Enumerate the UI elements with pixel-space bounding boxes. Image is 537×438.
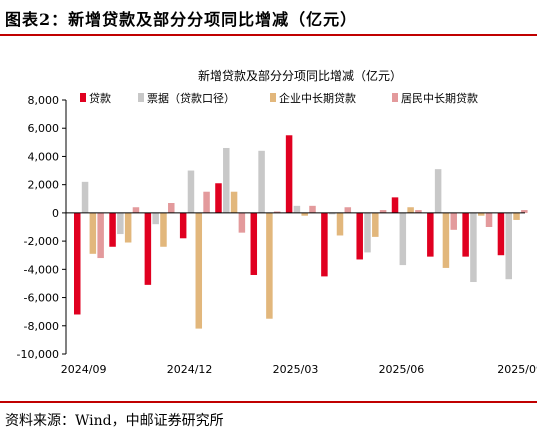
legend-label: 企业中长期贷款 (279, 91, 356, 105)
bar-loans (462, 212, 469, 257)
bar-corp-long (266, 212, 273, 319)
bar-bills (470, 212, 477, 283)
bar-corp-long (195, 212, 203, 329)
bar-bills (293, 205, 301, 213)
legend-swatch-corp-long (270, 93, 276, 102)
bar-loans (427, 212, 434, 257)
legend-label: 居民中长期贷款 (401, 91, 478, 105)
bar-household-long (273, 211, 281, 213)
y-tick-label: -4,000 (24, 263, 59, 276)
bar-corp-long (160, 212, 167, 247)
y-tick-label: -8,000 (24, 320, 59, 333)
bar-household-long (450, 212, 457, 230)
bar-household-long (168, 203, 175, 213)
bar-bills (399, 212, 407, 266)
legend-label: 贷款 (89, 91, 111, 105)
bar-corp-long (372, 212, 379, 237)
bar-corp-long (477, 212, 485, 216)
bar-bills (364, 212, 371, 253)
source-note: 资料来源：Wind，中邮证券研究所 (5, 413, 224, 429)
legend-swatch-bills (138, 93, 144, 102)
bar-household-long (344, 207, 352, 213)
y-tick-label: 4,000 (28, 150, 60, 163)
bar-loans (497, 212, 505, 256)
figure-title: 图表2：新增贷款及部分分项同比增减（亿元） (5, 10, 358, 29)
bar-bills (223, 147, 230, 213)
bar-loans (356, 212, 363, 260)
legend: 贷款 票据（贷款口径） 企业中长期贷款 居民中长期贷款 (80, 91, 478, 105)
bar-bills (328, 212, 336, 215)
bar-household-long (97, 212, 104, 259)
y-tick-label: -10,000 (17, 348, 59, 361)
bar-loans (285, 135, 293, 213)
bar-household-long (238, 212, 246, 233)
y-axis: 8,000 6,000 4,000 2,000 0 -2,000 -4,000 -6,000 -… (17, 94, 67, 361)
bar-corp-long (407, 207, 414, 213)
bar-bills (434, 169, 442, 213)
bar-loans (321, 212, 328, 277)
legend-swatch-household-long (392, 93, 398, 102)
bar-corp-long (301, 212, 308, 216)
bar-loans (179, 212, 187, 239)
y-tick-label: -6,000 (24, 292, 59, 305)
legend-label: 票据（贷款口径） (147, 91, 235, 105)
x-axis: 2024/09 2024/12 2025/03 2025/06 2025/09 (61, 212, 537, 376)
bar-corp-long (513, 212, 520, 220)
bar-household-long (485, 212, 493, 227)
y-tick-label: 8,000 (28, 94, 60, 107)
bar-loans (144, 212, 152, 285)
bar-bills (81, 181, 89, 213)
bar-household-long (379, 210, 387, 213)
y-tick-label: 2,000 (28, 179, 60, 192)
bar-loans (109, 212, 116, 247)
bar-loans (215, 183, 222, 213)
bar-household-long (132, 207, 140, 213)
top-rule (0, 34, 537, 36)
bar-corp-long (230, 191, 238, 213)
bar-corp-long (89, 212, 97, 254)
bar-loans (74, 212, 81, 315)
bottom-rule (0, 401, 537, 403)
bar-corp-long (124, 212, 132, 243)
bar-household-long (309, 205, 316, 213)
bar-bills (117, 212, 124, 235)
x-tick-label: 2025/09 (497, 363, 537, 376)
bar-household-long (203, 191, 210, 213)
legend-swatch-loans (80, 93, 86, 102)
chart: 新增贷款及部分分项同比增减（亿元） 贷款 票据（贷款口径） 企业中长期贷款 居民中长期… (17, 68, 537, 376)
bar-bills (152, 212, 159, 225)
bar-household-long (521, 210, 528, 213)
bar-corp-long (336, 212, 344, 236)
bar-corp-long (442, 212, 450, 268)
x-tick-label: 2024/09 (61, 363, 107, 376)
bar-bills (258, 150, 265, 213)
bar-bills (187, 170, 195, 213)
y-tick-label: -2,000 (24, 235, 59, 248)
bars (74, 135, 528, 329)
bar-loans (391, 197, 399, 213)
bar-loans (250, 212, 258, 275)
x-tick-label: 2024/12 (167, 363, 213, 376)
bar-household-long (415, 210, 422, 213)
chart-title: 新增贷款及部分分项同比增减（亿元） (198, 68, 402, 83)
y-tick-label: 0 (52, 207, 59, 220)
bar-bills (505, 212, 512, 280)
x-tick-label: 2025/06 (379, 363, 425, 376)
y-tick-label: 6,000 (28, 122, 60, 135)
x-tick-label: 2025/03 (273, 363, 319, 376)
